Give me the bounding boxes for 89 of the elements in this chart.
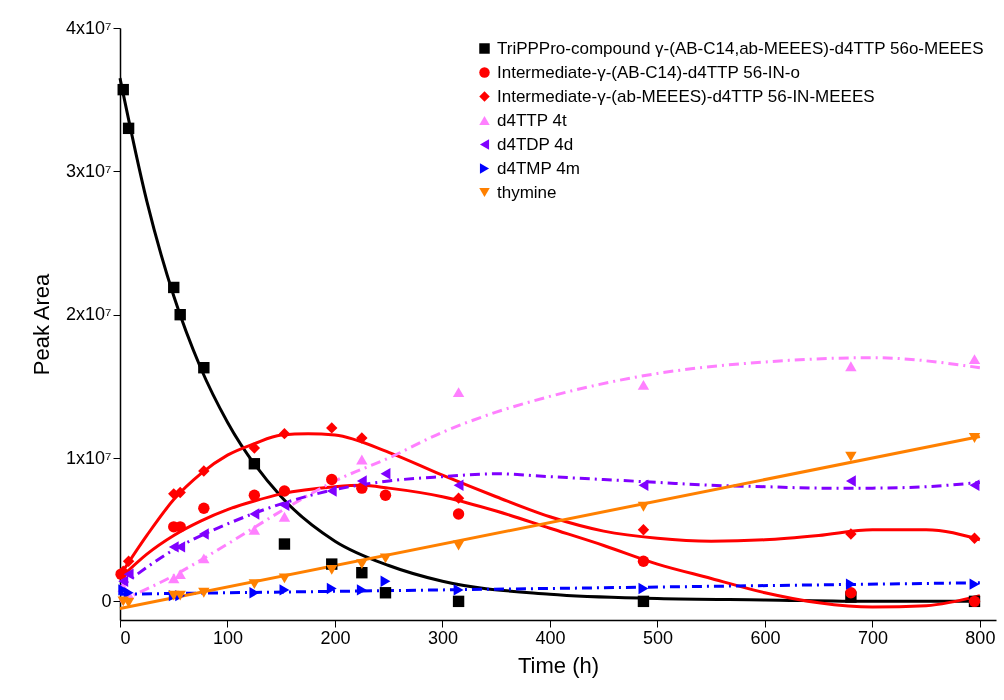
point [845, 578, 856, 590]
point [968, 532, 981, 544]
point [969, 479, 980, 491]
point [248, 442, 261, 454]
point [326, 422, 338, 434]
point [122, 555, 135, 567]
point [198, 528, 209, 540]
legend-label: TriPPPro-compound γ-(AB-C14,ab-MEEES)-d4TTP 56o-MEEES [497, 38, 984, 58]
point [326, 582, 337, 595]
point [278, 538, 291, 550]
y-tick-label: 0 [101, 590, 112, 611]
point [117, 83, 129, 96]
point [123, 568, 134, 580]
point [198, 502, 210, 514]
x-tick-label: 100 [212, 627, 244, 648]
point [356, 475, 367, 487]
point [845, 451, 857, 462]
point [198, 553, 210, 564]
point [356, 584, 367, 596]
point [452, 540, 465, 551]
y-axis-title: Peak Area [28, 272, 54, 376]
point [249, 587, 260, 599]
x-tick-label: 200 [320, 627, 351, 648]
point [637, 595, 650, 608]
point [452, 508, 465, 520]
x-tick-label: 800 [965, 627, 996, 648]
point [248, 458, 261, 470]
point [278, 573, 291, 584]
point [356, 454, 368, 465]
point [198, 362, 210, 374]
x-tick-label: 400 [535, 627, 566, 648]
y-tick-label: 2x10⁷ [65, 304, 112, 325]
x-axis-title: Time (h) [517, 652, 600, 678]
point [638, 582, 649, 595]
point [326, 473, 338, 486]
legend-label: d4TDP 4d [497, 134, 574, 154]
point [637, 555, 650, 567]
point [968, 433, 981, 443]
point [326, 564, 338, 575]
point [379, 587, 392, 599]
point [326, 485, 337, 497]
legend-label: Intermediate-γ-(AB-C14)-d4TTP 56-IN-o [497, 62, 800, 82]
legend-label: thymine [497, 182, 557, 202]
point [248, 524, 261, 535]
point [845, 361, 857, 372]
point [356, 567, 368, 579]
point [452, 595, 465, 608]
point [248, 579, 261, 590]
x-tick-label: 500 [642, 627, 673, 648]
point [174, 308, 186, 321]
x-tick-label: 600 [750, 627, 781, 648]
point [279, 499, 290, 512]
point [453, 479, 464, 491]
point [638, 479, 649, 491]
point [380, 575, 391, 587]
point [637, 379, 650, 390]
point [278, 511, 291, 522]
point [453, 584, 464, 596]
point [356, 559, 368, 570]
x-tick-label: 700 [857, 627, 888, 648]
legend-label: d4TTP 4t [497, 110, 567, 130]
point [969, 578, 980, 590]
point [380, 468, 391, 480]
point [845, 528, 857, 540]
y-tick-label: 4x10⁷ [65, 17, 112, 38]
legend-label: d4TMP 4m [497, 158, 580, 178]
point [356, 432, 368, 444]
point [845, 475, 856, 487]
x-tick-label: 0 [120, 627, 131, 648]
point [968, 354, 981, 365]
point [118, 575, 129, 587]
point [845, 587, 857, 599]
legend-label: Intermediate-γ-(ab-MEEES)-d4TTP 56-IN-MEEES [497, 86, 875, 106]
point [379, 489, 392, 501]
point [452, 492, 465, 504]
x-tick-label: 300 [427, 627, 458, 648]
point [637, 501, 650, 512]
point [278, 485, 291, 497]
point [122, 122, 135, 135]
point [168, 281, 180, 294]
point [249, 508, 260, 520]
y-tick-label: 3x10⁷ [65, 160, 112, 181]
y-tick-label: 1x10⁷ [65, 447, 112, 468]
point [198, 465, 210, 477]
point [278, 427, 291, 440]
point [248, 489, 261, 501]
point [637, 523, 650, 536]
point [198, 587, 210, 598]
point [452, 387, 465, 398]
